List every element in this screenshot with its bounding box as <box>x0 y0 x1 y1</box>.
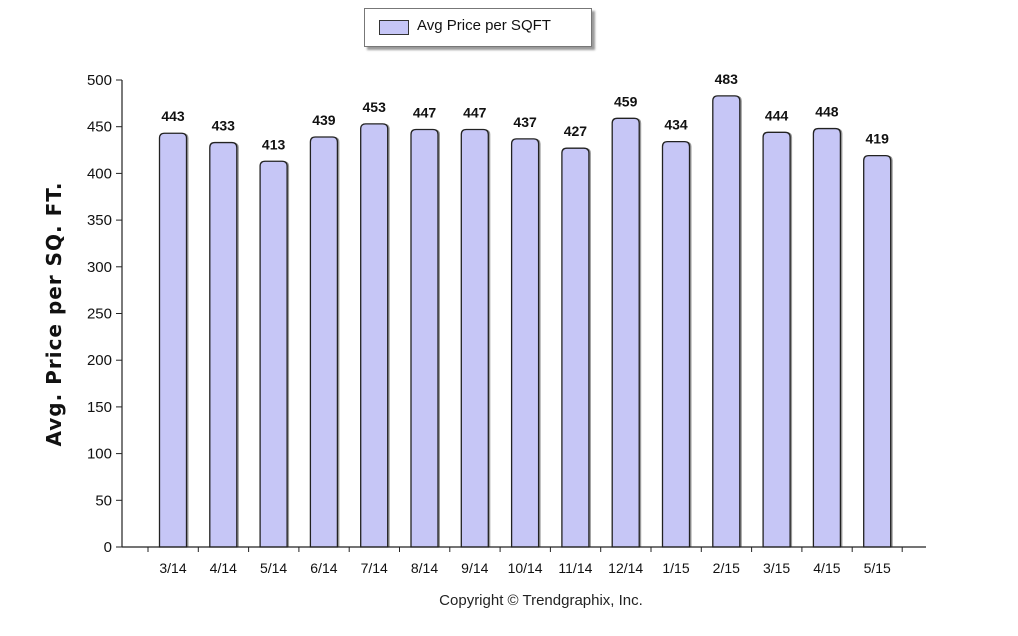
bar <box>259 160 288 548</box>
y-tick-label: 300 <box>87 259 112 276</box>
x-tick-label: 3/15 <box>763 560 790 576</box>
y-tick-label: 200 <box>87 352 112 369</box>
y-tick-label: 100 <box>87 446 112 463</box>
x-tick-label: 4/15 <box>813 560 840 576</box>
bar-value-label: 433 <box>212 118 236 134</box>
bar <box>661 140 691 548</box>
x-tick-label: 9/14 <box>461 560 488 576</box>
bar-value-label: 443 <box>161 108 185 124</box>
y-tick-label: 350 <box>87 212 112 229</box>
legend: Avg Price per SQFT <box>364 8 592 47</box>
bar-value-label: 437 <box>513 114 537 130</box>
bar-value-label: 419 <box>866 131 890 147</box>
bar-value-label: 427 <box>564 123 588 139</box>
bar <box>209 141 238 548</box>
y-tick-labels-group: 0 50 100 150 200 250 300 350 400 450 500 <box>87 72 112 556</box>
x-tick-label: 10/14 <box>508 560 543 576</box>
x-tick-label: 3/14 <box>159 560 186 576</box>
bar <box>812 127 842 548</box>
bar <box>410 128 439 548</box>
bar <box>611 117 640 548</box>
bar-value-label: 448 <box>815 104 839 120</box>
y-tick-label: 50 <box>95 492 112 509</box>
bar-value-label: 444 <box>765 107 789 123</box>
x-tick-label: 7/14 <box>361 560 388 576</box>
legend-label: Avg Price per SQFT <box>417 17 551 34</box>
x-tick-label: 5/14 <box>260 560 287 576</box>
data-labels-group: 443 433 413 439 453 447 447 437 427 459 434 483 444 4… <box>161 71 889 152</box>
y-axis-label: Avg. Price per SQ. FT. <box>42 181 66 447</box>
bar-value-label: 413 <box>262 136 286 152</box>
copyright-text: Copyright © Trendgraphix, Inc. <box>439 592 643 609</box>
y-tick-label: 0 <box>104 539 112 556</box>
legend-swatch <box>379 20 409 35</box>
bar <box>712 95 741 548</box>
bars-group <box>158 95 893 548</box>
bar-value-label: 459 <box>614 93 638 109</box>
y-tick-label: 400 <box>87 165 112 182</box>
bar <box>309 136 339 548</box>
y-tick-label: 450 <box>87 119 112 136</box>
x-tick-label: 8/14 <box>411 560 438 576</box>
bar <box>762 131 791 548</box>
x-tick-label: 11/14 <box>558 560 592 576</box>
bar <box>510 138 540 548</box>
bar <box>863 155 892 548</box>
y-tick-label: 500 <box>87 72 112 89</box>
x-tick-label: 6/14 <box>310 560 337 576</box>
x-tick-label: 12/14 <box>608 560 643 576</box>
bar-value-label: 434 <box>664 117 688 133</box>
bar-value-label: 439 <box>312 112 336 128</box>
bar <box>460 128 489 548</box>
x-tick-label: 2/15 <box>713 560 740 576</box>
bar-value-label: 447 <box>463 105 487 121</box>
bar-value-label: 483 <box>715 71 739 87</box>
axes-group <box>116 79 926 552</box>
bar <box>360 123 389 548</box>
x-tick-label: 1/15 <box>662 560 689 576</box>
bar-value-label: 453 <box>363 99 387 115</box>
x-tick-labels-group: 3/14 4/14 5/14 6/14 7/14 8/14 9/14 10/14 11/14 12… <box>159 560 891 576</box>
x-tick-label: 5/15 <box>864 560 891 576</box>
x-tick-label: 4/14 <box>210 560 237 576</box>
bar <box>158 132 188 548</box>
bar <box>561 147 590 548</box>
y-tick-label: 150 <box>87 399 112 416</box>
y-tick-label: 250 <box>87 306 112 323</box>
bar-value-label: 447 <box>413 105 437 121</box>
